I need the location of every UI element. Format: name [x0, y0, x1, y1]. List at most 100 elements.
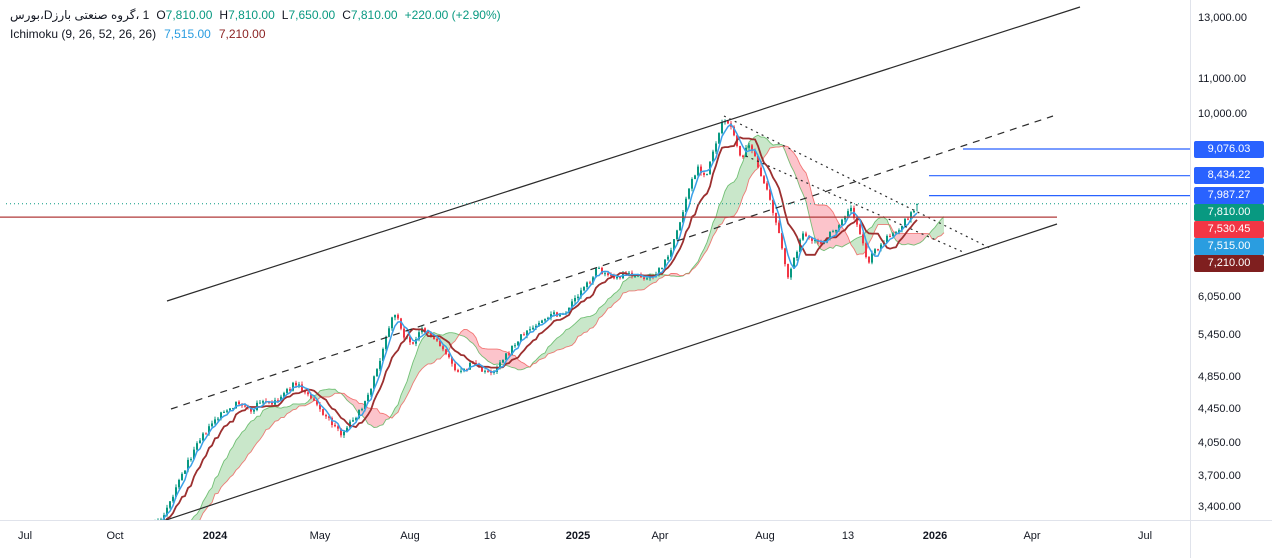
- candle-body: [667, 256, 669, 260]
- low-label: L: [281, 8, 289, 22]
- cloud-segment: [845, 231, 848, 246]
- candle-body: [301, 384, 303, 391]
- trendline-dotted[interactable]: [723, 115, 993, 250]
- candle-body: [751, 145, 753, 151]
- cloud-segment: [254, 416, 257, 447]
- candle-body: [820, 242, 822, 244]
- candle-body: [217, 418, 219, 420]
- cloud-segment: [626, 277, 629, 293]
- cloud-segment: [236, 436, 239, 471]
- cloud-segment: [743, 151, 746, 197]
- high-label: H: [219, 8, 229, 22]
- chart-plot-area[interactable]: [0, 0, 1190, 520]
- cloud-segment: [200, 501, 203, 520]
- candle-body: [772, 199, 774, 213]
- candle-body: [193, 449, 195, 460]
- cloud-segment: [470, 331, 473, 344]
- cloud-segment: [776, 144, 779, 148]
- candle-body: [280, 396, 282, 401]
- cloud-segment: [383, 413, 386, 425]
- candle-body: [358, 410, 360, 418]
- trendline-solid[interactable]: [166, 6, 1081, 302]
- candle-body: [616, 276, 618, 279]
- candle-body: [889, 235, 891, 237]
- candle-body: [715, 143, 717, 152]
- time-axis-label: 2025: [565, 530, 591, 542]
- senkou-b-line: [199, 145, 945, 520]
- candle-body: [196, 443, 198, 450]
- candle-body: [913, 211, 915, 213]
- cloud-segment: [638, 275, 641, 290]
- candle-body: [691, 179, 693, 189]
- cloud-segment: [419, 339, 422, 373]
- candle-body: [661, 267, 663, 269]
- candle-body: [502, 359, 504, 363]
- chart-canvas[interactable]: [0, 0, 1190, 520]
- cloud-segment: [278, 407, 281, 421]
- candle-body: [646, 278, 648, 280]
- candle-body: [418, 332, 420, 340]
- candle-body: [571, 301, 573, 308]
- cloud-segment: [281, 407, 284, 418]
- cloud-segment: [521, 361, 524, 370]
- candle-body: [886, 235, 888, 243]
- cloud-segment: [905, 233, 908, 245]
- cloud-segment: [908, 233, 911, 245]
- cloud-segment: [461, 329, 464, 337]
- time-axis[interactable]: Jul Oct 2024 May Aug 16 2025 Apr Aug 13 2026 Apr Jul: [0, 520, 1190, 558]
- candle-body: [307, 392, 309, 395]
- candle-body: [394, 314, 396, 318]
- trendline-solid[interactable]: [85, 223, 1058, 520]
- candle-body: [403, 328, 405, 338]
- time-axis-label: May: [309, 530, 331, 542]
- cloud-segment: [344, 393, 347, 401]
- candle-body: [538, 322, 540, 326]
- cloud-segment: [410, 362, 413, 390]
- candle-body: [253, 410, 255, 412]
- cloud-segment: [488, 349, 491, 363]
- candle-body: [340, 428, 342, 436]
- cloud-segment: [608, 297, 611, 309]
- price-label-badge: 7,515.00: [1194, 238, 1264, 255]
- cloud-segment: [830, 208, 833, 249]
- candle-body: [481, 366, 483, 372]
- cloud-segment: [635, 275, 638, 291]
- cloud-segment: [248, 421, 251, 455]
- candle-body: [742, 155, 744, 157]
- candle-body: [487, 370, 489, 372]
- cloud-segment: [464, 329, 467, 339]
- candle-body: [325, 415, 327, 417]
- trendline-dashed[interactable]: [170, 115, 1054, 410]
- cloud-segment: [536, 356, 539, 364]
- cloud-segment: [431, 332, 434, 364]
- indicator-title[interactable]: Ichimoku (9, 26, 52, 26, 26): [10, 27, 157, 41]
- symbol-title[interactable]: بورس،Dگروه صنعتی بارز، 1: [10, 8, 149, 22]
- candle-body: [226, 410, 228, 412]
- candle-body: [670, 250, 672, 257]
- candle-body: [706, 173, 708, 175]
- cloud-segment: [587, 316, 590, 332]
- price-label-badge: 7,530.45: [1194, 221, 1264, 238]
- candle-body: [439, 340, 441, 347]
- candle-body: [355, 417, 357, 421]
- candle-body: [367, 394, 369, 402]
- time-axis-label: Oct: [106, 530, 124, 542]
- price-axis[interactable]: 13,000.00 11,000.00 10,000.00 6,050.00 5,450…: [1190, 0, 1272, 520]
- candle-body: [232, 408, 234, 410]
- candle-body: [208, 426, 210, 434]
- candle-body: [331, 418, 333, 425]
- time-axis-label: 2026: [922, 530, 948, 542]
- cloud-segment: [671, 273, 674, 276]
- low-value: 7,650.00: [288, 8, 336, 22]
- candle-body: [289, 389, 291, 391]
- candle-body: [688, 188, 690, 199]
- cloud-segment: [941, 216, 944, 236]
- cloud-segment: [413, 354, 416, 384]
- cloud-segment: [557, 336, 560, 350]
- close-value: 7,810.00: [350, 8, 398, 22]
- candle-body: [388, 328, 390, 337]
- cloud-segment: [710, 222, 713, 244]
- cloud-segment: [476, 337, 479, 353]
- cloud-segment: [917, 233, 920, 244]
- cloud-segment: [818, 205, 821, 250]
